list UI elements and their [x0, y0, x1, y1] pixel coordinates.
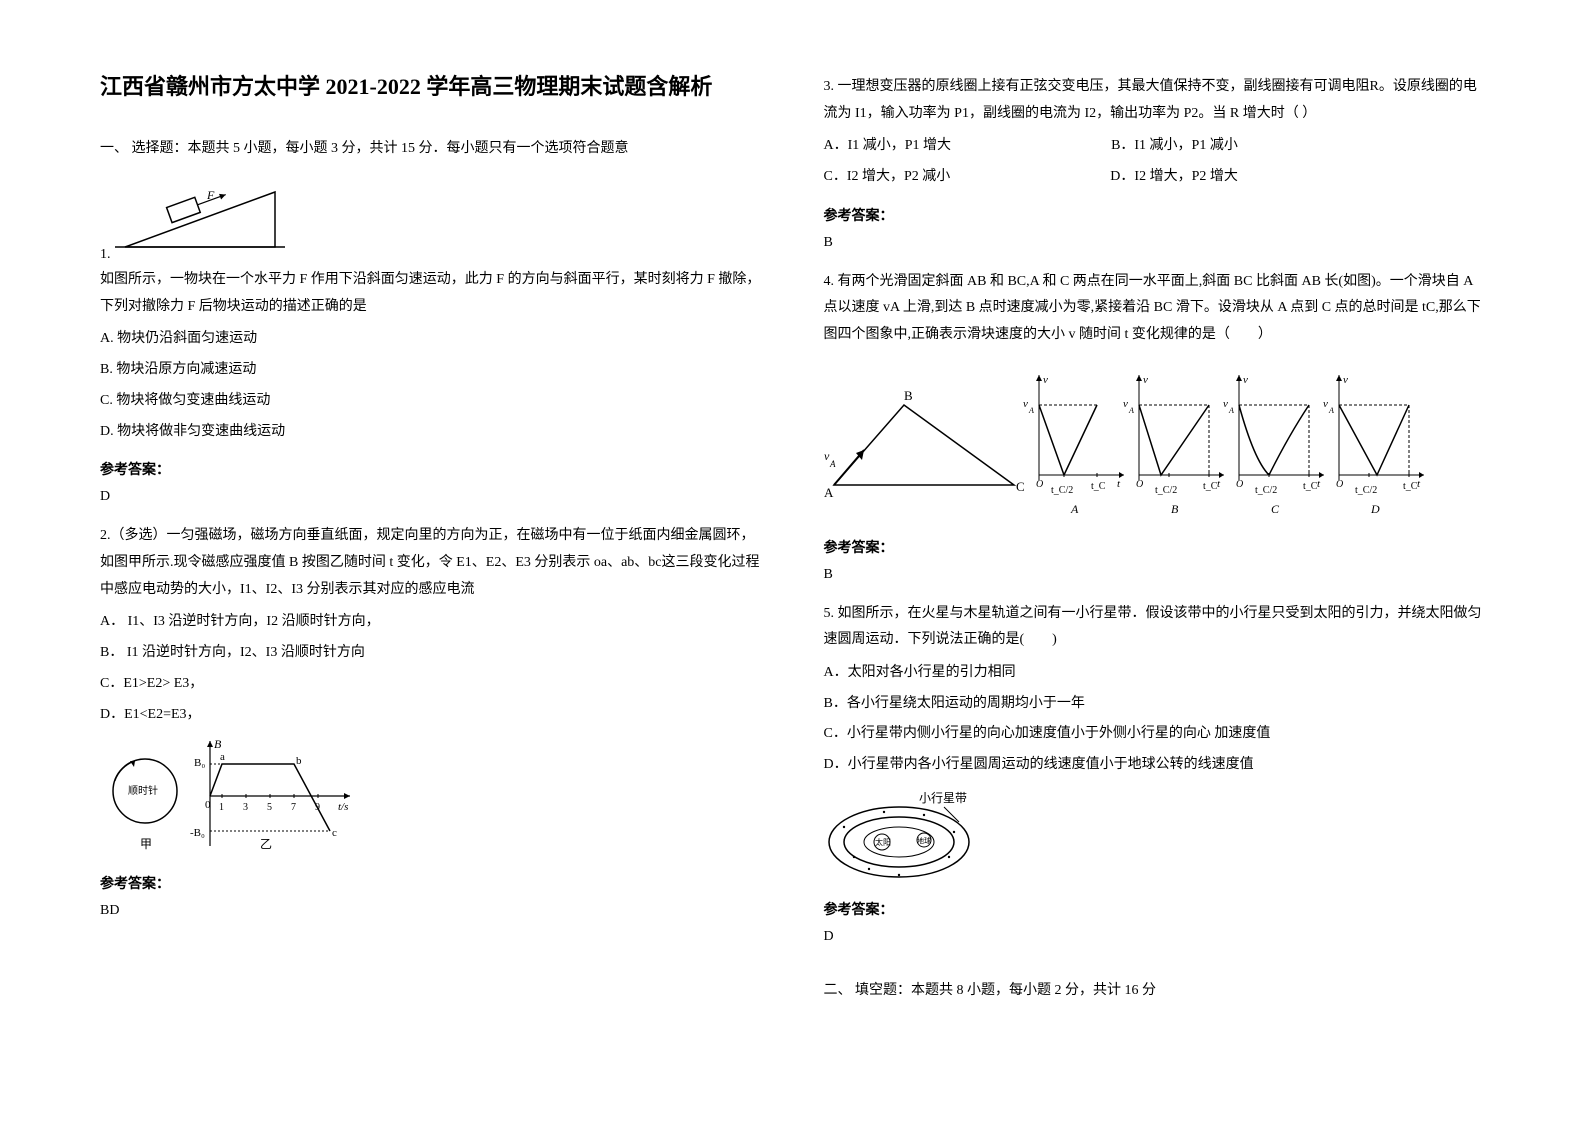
svg-text:A: A [1228, 406, 1234, 415]
svg-text:乙: 乙 [260, 837, 272, 851]
svg-text:t_C: t_C [1303, 481, 1318, 492]
svg-text:v: v [1143, 374, 1148, 386]
svg-text:O: O [1336, 479, 1343, 490]
q5-option-a: A．太阳对各小行星的引力相同 [824, 658, 1488, 689]
q1-number: 1. [100, 247, 111, 263]
q2-block: 2.（多选）一匀强磁场，磁场方向垂直纸面，规定向里的方向为正，在磁场中有一位于纸… [100, 519, 764, 933]
q1-answer: D [100, 489, 764, 505]
q4-answer-label: 参考答案： [824, 537, 1488, 557]
q2-diagram: 顺时针 甲 B B₀ -B₀ 0 [100, 736, 764, 861]
q1-option-c: C. 物块将做匀变速曲线运动 [100, 386, 764, 417]
q5-option-c: C．小行星带内侧小行星的向心加速度值小于外侧小行星的向心 加速度值 [824, 719, 1488, 750]
section-1-header: 一、 选择题：本题共 5 小题，每小题 3 分，共计 15 分．每小题只有一个选… [100, 137, 764, 157]
svg-text:7: 7 [291, 802, 296, 813]
svg-text:地球: 地球 [917, 836, 931, 845]
svg-text:v: v [1243, 374, 1248, 386]
svg-text:A: A [829, 459, 836, 469]
svg-text:a: a [220, 751, 225, 763]
svg-text:D: D [1370, 502, 1380, 516]
svg-text:C: C [1016, 479, 1025, 494]
q3-option-b: B．I1 减小，P1 减小 [1111, 131, 1238, 162]
svg-text:t_C/2: t_C/2 [1155, 485, 1177, 496]
q3-option-d: D．I2 增大，P2 增大 [1110, 162, 1238, 193]
svg-text:顺时针: 顺时针 [128, 784, 158, 797]
svg-text:v: v [1043, 374, 1048, 386]
q3-option-c: C．I2 增大，P2 减小 [824, 162, 951, 193]
svg-text:A: A [1070, 502, 1079, 516]
svg-text:v: v [1223, 398, 1228, 410]
svg-text:C: C [1271, 502, 1280, 516]
svg-text:c: c [332, 827, 337, 839]
q1-block: 1. F 如图所示，一物块在一个水平力 F 作用下沿斜面匀速运动，此力 F [100, 171, 764, 519]
svg-text:B: B [1171, 502, 1179, 516]
q1-diagram: F [115, 177, 285, 257]
svg-text:t_C: t_C [1403, 481, 1418, 492]
q3-answer-label: 参考答案： [824, 205, 1488, 225]
svg-text:t/s: t/s [338, 801, 348, 813]
svg-text:t: t [1317, 478, 1321, 490]
section-2-header: 二、 填空题：本题共 8 小题，每小题 2 分，共计 16 分 [824, 979, 1488, 999]
svg-text:A: A [1028, 406, 1034, 415]
svg-text:t: t [1117, 478, 1121, 490]
svg-text:t_C/2: t_C/2 [1255, 485, 1277, 496]
svg-text:O: O [1036, 479, 1043, 490]
q2-option-a: A． I1、I3 沿逆时针方向，I2 沿顺时针方向， [100, 607, 764, 638]
svg-text:t_C/2: t_C/2 [1355, 485, 1377, 496]
svg-text:v: v [1123, 398, 1128, 410]
svg-text:A: A [1128, 406, 1134, 415]
q5-answer-label: 参考答案： [824, 899, 1488, 919]
svg-text:A: A [1328, 406, 1334, 415]
q5-answer: D [824, 929, 1488, 945]
q2-option-d: D．E1<E2=E3， [100, 700, 764, 731]
page-title: 江西省赣州市方太中学 2021-2022 学年高三物理期末试题含解析 [100, 70, 764, 103]
q4-answer: B [824, 567, 1488, 583]
svg-text:b: b [296, 755, 302, 767]
svg-text:t_C: t_C [1203, 481, 1218, 492]
svg-text:B₀: B₀ [194, 757, 205, 769]
svg-text:t_C: t_C [1091, 481, 1106, 492]
svg-text:t: t [1217, 478, 1221, 490]
svg-text:t_C/2: t_C/2 [1051, 485, 1073, 496]
q1-answer-label: 参考答案： [100, 459, 764, 479]
q3-text: 3. 一理想变压器的原线圈上接有正弦交变电压，其最大值保持不变，副线圈接有可调电… [824, 74, 1488, 127]
svg-text:1: 1 [219, 802, 224, 813]
svg-text:v: v [1343, 374, 1348, 386]
svg-text:3: 3 [243, 802, 248, 813]
svg-text:v: v [1023, 398, 1028, 410]
q1-option-a: A. 物块仍沿斜面匀速运动 [100, 324, 764, 355]
svg-text:v: v [1323, 398, 1328, 410]
svg-text:甲: 甲 [140, 837, 152, 851]
svg-text:A: A [824, 485, 834, 500]
q3-answer: B [824, 235, 1488, 251]
q5-diagram: 小行星带 太阳 地球 [824, 787, 1488, 887]
q3-block: 3. 一理想变压器的原线圈上接有正弦交变电压，其最大值保持不变，副线圈接有可调电… [824, 70, 1488, 265]
q4-diagram: B A C v A [824, 355, 1488, 525]
q2-text: 2.（多选）一匀强磁场，磁场方向垂直纸面，规定向里的方向为正，在磁场中有一位于纸… [100, 523, 764, 603]
svg-text:-B₀: -B₀ [190, 827, 205, 839]
q1-text: 如图所示，一物块在一个水平力 F 作用下沿斜面匀速运动，此力 F 的方向与斜面平… [100, 267, 764, 320]
svg-text:5: 5 [267, 802, 272, 813]
q1-option-b: B. 物块沿原方向减速运动 [100, 355, 764, 386]
q4-block: 4. 有两个光滑固定斜面 AB 和 BC,A 和 C 两点在同一水平面上,斜面 … [824, 265, 1488, 597]
q2-option-c: C．E1>E2> E3， [100, 669, 764, 700]
q2-answer: BD [100, 903, 764, 919]
svg-text:t: t [1417, 478, 1421, 490]
q2-option-b: B． I1 沿逆时针方向，I2、I3 沿顺时针方向 [100, 638, 764, 669]
svg-text:F: F [206, 188, 215, 202]
svg-text:B: B [214, 737, 222, 751]
svg-text:太阳: 太阳 [875, 837, 891, 847]
q5-option-b: B．各小行星绕太阳运动的周期均小于一年 [824, 689, 1488, 720]
q5-block: 5. 如图所示，在火星与木星轨道之间有一小行星带．假设该带中的小行星只受到太阳的… [824, 597, 1488, 959]
svg-text:小行星带: 小行星带 [919, 791, 967, 805]
svg-text:O: O [1236, 479, 1243, 490]
q1-option-d: D. 物块将做非匀变速曲线运动 [100, 417, 764, 448]
q5-text: 5. 如图所示，在火星与木星轨道之间有一小行星带．假设该带中的小行星只受到太阳的… [824, 601, 1488, 654]
svg-text:O: O [1136, 479, 1143, 490]
q5-option-d: D．小行星带内各小行星圆周运动的线速度值小于地球公转的线速度值 [824, 750, 1488, 781]
svg-text:0: 0 [205, 799, 211, 811]
svg-text:B: B [904, 388, 913, 403]
q3-option-a: A．I1 减小，P1 增大 [824, 131, 952, 162]
q4-text: 4. 有两个光滑固定斜面 AB 和 BC,A 和 C 两点在同一水平面上,斜面 … [824, 269, 1488, 349]
q2-answer-label: 参考答案： [100, 873, 764, 893]
